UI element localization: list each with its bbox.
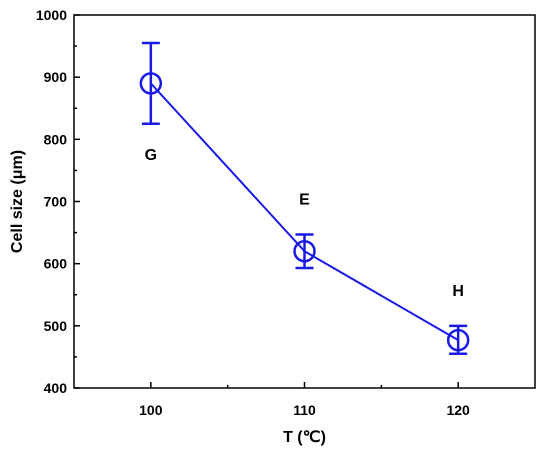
x-axis-title: T (℃) [283, 429, 326, 446]
y-tick-label: 700 [44, 194, 68, 210]
point-label: G [145, 147, 157, 164]
x-tick-label: 100 [139, 402, 163, 418]
ticks: 400 500 600 700 800 900 1000 100 110 120 [36, 7, 470, 418]
y-tick-label: 1000 [36, 7, 67, 23]
y-tick-label: 400 [44, 380, 68, 396]
x-tick-label: 110 [293, 402, 316, 418]
y-tick-label: 500 [44, 318, 68, 334]
point-label: H [452, 283, 464, 300]
data-point [446, 328, 470, 352]
y-axis-title: Cell size (μm) [9, 150, 26, 253]
y-tick-label: 600 [44, 256, 68, 272]
x-tick-label: 120 [446, 402, 470, 418]
data-point [139, 72, 163, 95]
data-point [293, 239, 316, 263]
y-tick-label: 800 [44, 131, 68, 147]
point-label: E [299, 191, 310, 208]
y-tick-label: 900 [44, 69, 68, 85]
data-series: G E H [139, 41, 470, 356]
series-line [150, 82, 459, 341]
